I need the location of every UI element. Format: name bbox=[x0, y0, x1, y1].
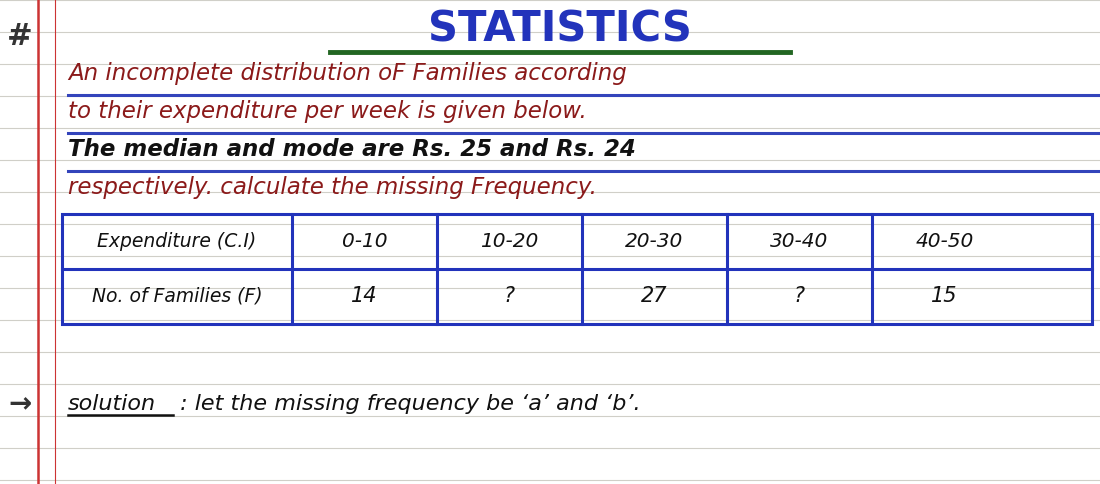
Text: STATISTICS: STATISTICS bbox=[428, 8, 692, 50]
Bar bbox=[62, 214, 1092, 324]
Text: 40-50: 40-50 bbox=[915, 232, 974, 251]
Text: The median and mode are Rs. 25 and Rs. 24: The median and mode are Rs. 25 and Rs. 2… bbox=[68, 138, 636, 161]
Text: 14: 14 bbox=[351, 287, 377, 306]
Text: Expenditure (C.I): Expenditure (C.I) bbox=[98, 232, 256, 251]
Text: No. of Families (F): No. of Families (F) bbox=[91, 287, 262, 306]
Text: : let the missing frequency be ‘a’ and ‘b’.: : let the missing frequency be ‘a’ and ‘… bbox=[173, 394, 640, 414]
Text: 30-40: 30-40 bbox=[770, 232, 828, 251]
Text: ?: ? bbox=[504, 287, 515, 306]
Text: 0-10: 0-10 bbox=[342, 232, 387, 251]
Text: 15: 15 bbox=[932, 287, 958, 306]
Text: 27: 27 bbox=[641, 287, 668, 306]
Text: 10-20: 10-20 bbox=[481, 232, 539, 251]
Text: An incomplete distribution oF Families according: An incomplete distribution oF Families a… bbox=[68, 62, 627, 85]
Text: →: → bbox=[9, 390, 32, 418]
Text: ?: ? bbox=[794, 287, 805, 306]
Text: to their expenditure per week is given below.: to their expenditure per week is given b… bbox=[68, 100, 586, 123]
Text: #: # bbox=[7, 22, 33, 51]
Text: 20-30: 20-30 bbox=[626, 232, 683, 251]
Text: solution: solution bbox=[68, 394, 156, 414]
Text: respectively. calculate the missing Frequency.: respectively. calculate the missing Freq… bbox=[68, 176, 597, 199]
